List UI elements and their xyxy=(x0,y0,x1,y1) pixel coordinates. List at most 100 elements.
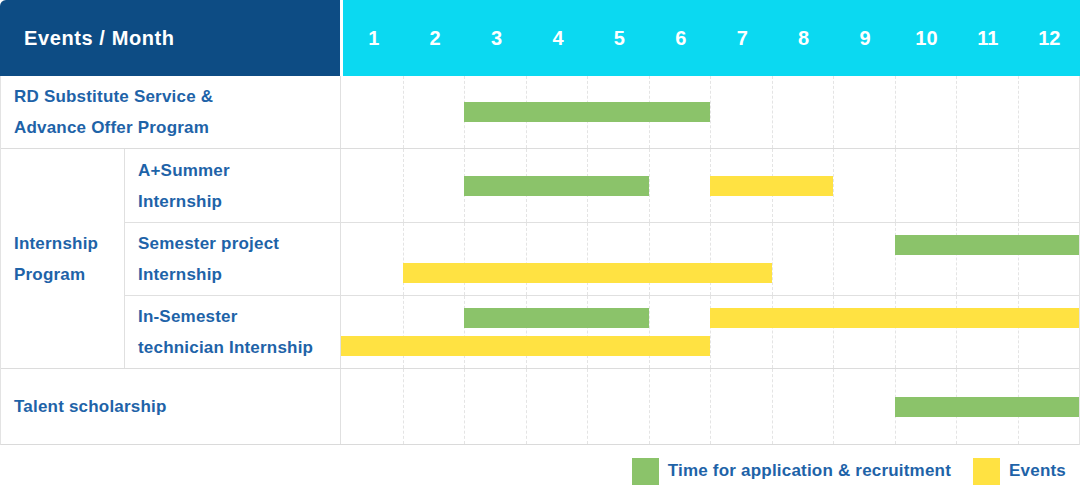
month-gridline xyxy=(895,149,896,222)
month-gridline xyxy=(956,223,957,295)
chart-cell xyxy=(341,296,1079,368)
gantt-bar-green xyxy=(464,102,710,122)
chart-cell xyxy=(341,223,1079,295)
month-gridline xyxy=(1018,76,1019,148)
month-gridline xyxy=(833,223,834,295)
gantt-bar-green xyxy=(895,397,1080,417)
table-section: RD Substitute Service &Advance Offer Pro… xyxy=(1,76,1079,148)
gantt-chart: Events / Month 123456789101112 RD Substi… xyxy=(0,0,1080,494)
row-label-line: A+Summer xyxy=(138,155,340,186)
row-label-line: technician Internship xyxy=(138,332,340,363)
gantt-bar-yellow xyxy=(710,308,1079,328)
month-gridline xyxy=(895,76,896,148)
month-gridline xyxy=(526,369,527,444)
table-body: RD Substitute Service &Advance Offer Pro… xyxy=(0,76,1080,445)
month-gridline xyxy=(649,296,650,368)
month-header-5: 5 xyxy=(589,0,650,76)
table-row: RD Substitute Service &Advance Offer Pro… xyxy=(1,76,1079,148)
month-gridline xyxy=(587,296,588,368)
row-label-line: Advance Offer Program xyxy=(14,112,340,143)
month-gridline xyxy=(956,296,957,368)
group-rows: A+SummerInternshipSemester projectIntern… xyxy=(125,149,1079,368)
row-label-line: Internship xyxy=(138,259,340,290)
table-header: Events / Month 123456789101112 xyxy=(0,0,1080,76)
row-label-line: RD Substitute Service & xyxy=(14,81,340,112)
legend-label: Events xyxy=(1009,461,1066,481)
month-gridline xyxy=(895,296,896,368)
gantt-bar-green xyxy=(464,176,649,196)
month-gridline xyxy=(956,76,957,148)
month-header-12: 12 xyxy=(1019,0,1080,76)
chart-cell xyxy=(341,149,1079,222)
table-sub-row: Semester projectInternship xyxy=(125,222,1079,295)
row-label: RD Substitute Service &Advance Offer Pro… xyxy=(1,76,341,148)
month-gridline xyxy=(772,296,773,368)
month-gridline xyxy=(464,296,465,368)
month-header-11: 11 xyxy=(957,0,1018,76)
gantt-bar-yellow xyxy=(341,336,710,356)
month-gridline xyxy=(587,223,588,295)
month-gridline xyxy=(895,223,896,295)
gantt-bar-green xyxy=(895,235,1080,255)
month-header-1: 1 xyxy=(343,0,404,76)
sub-row-label: A+SummerInternship xyxy=(125,149,341,222)
month-gridline xyxy=(464,369,465,444)
month-gridline xyxy=(1018,296,1019,368)
row-label-line: Semester project xyxy=(138,228,340,259)
month-gridline xyxy=(956,149,957,222)
table-row: Talent scholarship xyxy=(1,369,1079,444)
month-gridline xyxy=(464,223,465,295)
legend-label: Time for application & recruitment xyxy=(668,461,951,481)
header-months-row: 123456789101112 xyxy=(343,0,1080,76)
sub-row-label: In-Semestertechnician Internship xyxy=(125,296,341,368)
row-label-line: Talent scholarship xyxy=(14,391,340,422)
month-gridline xyxy=(710,76,711,148)
row-label-line: Internship xyxy=(138,186,340,217)
group-label-cell: InternshipProgram xyxy=(1,149,125,368)
month-gridline xyxy=(710,369,711,444)
legend: Time for application & recruitment Events xyxy=(0,445,1080,494)
header-title: Events / Month xyxy=(24,27,175,50)
month-header-9: 9 xyxy=(834,0,895,76)
month-gridline xyxy=(587,369,588,444)
legend-item-green: Time for application & recruitment xyxy=(632,458,951,485)
row-label-line: Program xyxy=(14,259,124,290)
month-gridline xyxy=(403,149,404,222)
month-header-10: 10 xyxy=(896,0,957,76)
month-gridline xyxy=(649,223,650,295)
month-gridline xyxy=(1018,149,1019,222)
month-gridline xyxy=(833,76,834,148)
month-gridline xyxy=(833,149,834,222)
month-gridline xyxy=(833,369,834,444)
gantt-bar-green xyxy=(464,308,649,328)
month-gridline xyxy=(1018,223,1019,295)
month-header-6: 6 xyxy=(650,0,711,76)
chart-cell xyxy=(341,76,1079,148)
table-section: Talent scholarship xyxy=(1,368,1079,444)
legend-swatch-yellow xyxy=(973,458,1000,485)
month-gridline xyxy=(649,369,650,444)
month-gridline xyxy=(710,223,711,295)
month-header-8: 8 xyxy=(773,0,834,76)
month-header-7: 7 xyxy=(712,0,773,76)
row-label: Talent scholarship xyxy=(1,369,341,444)
row-label-line: Internship xyxy=(14,228,124,259)
chart-cell xyxy=(341,369,1079,444)
table-sub-row: A+SummerInternship xyxy=(125,149,1079,222)
month-gridline xyxy=(772,223,773,295)
month-gridline xyxy=(710,296,711,368)
month-gridline xyxy=(403,369,404,444)
gantt-bar-yellow xyxy=(710,176,833,196)
month-gridline xyxy=(526,223,527,295)
legend-swatch-green xyxy=(632,458,659,485)
month-header-4: 4 xyxy=(527,0,588,76)
month-header-3: 3 xyxy=(466,0,527,76)
month-gridline xyxy=(403,76,404,148)
row-label-line: In-Semester xyxy=(138,301,340,332)
table-sub-row: In-Semestertechnician Internship xyxy=(125,295,1079,368)
month-gridline xyxy=(526,296,527,368)
month-gridline xyxy=(772,369,773,444)
month-gridline xyxy=(833,296,834,368)
month-gridline xyxy=(772,76,773,148)
month-header-2: 2 xyxy=(404,0,465,76)
